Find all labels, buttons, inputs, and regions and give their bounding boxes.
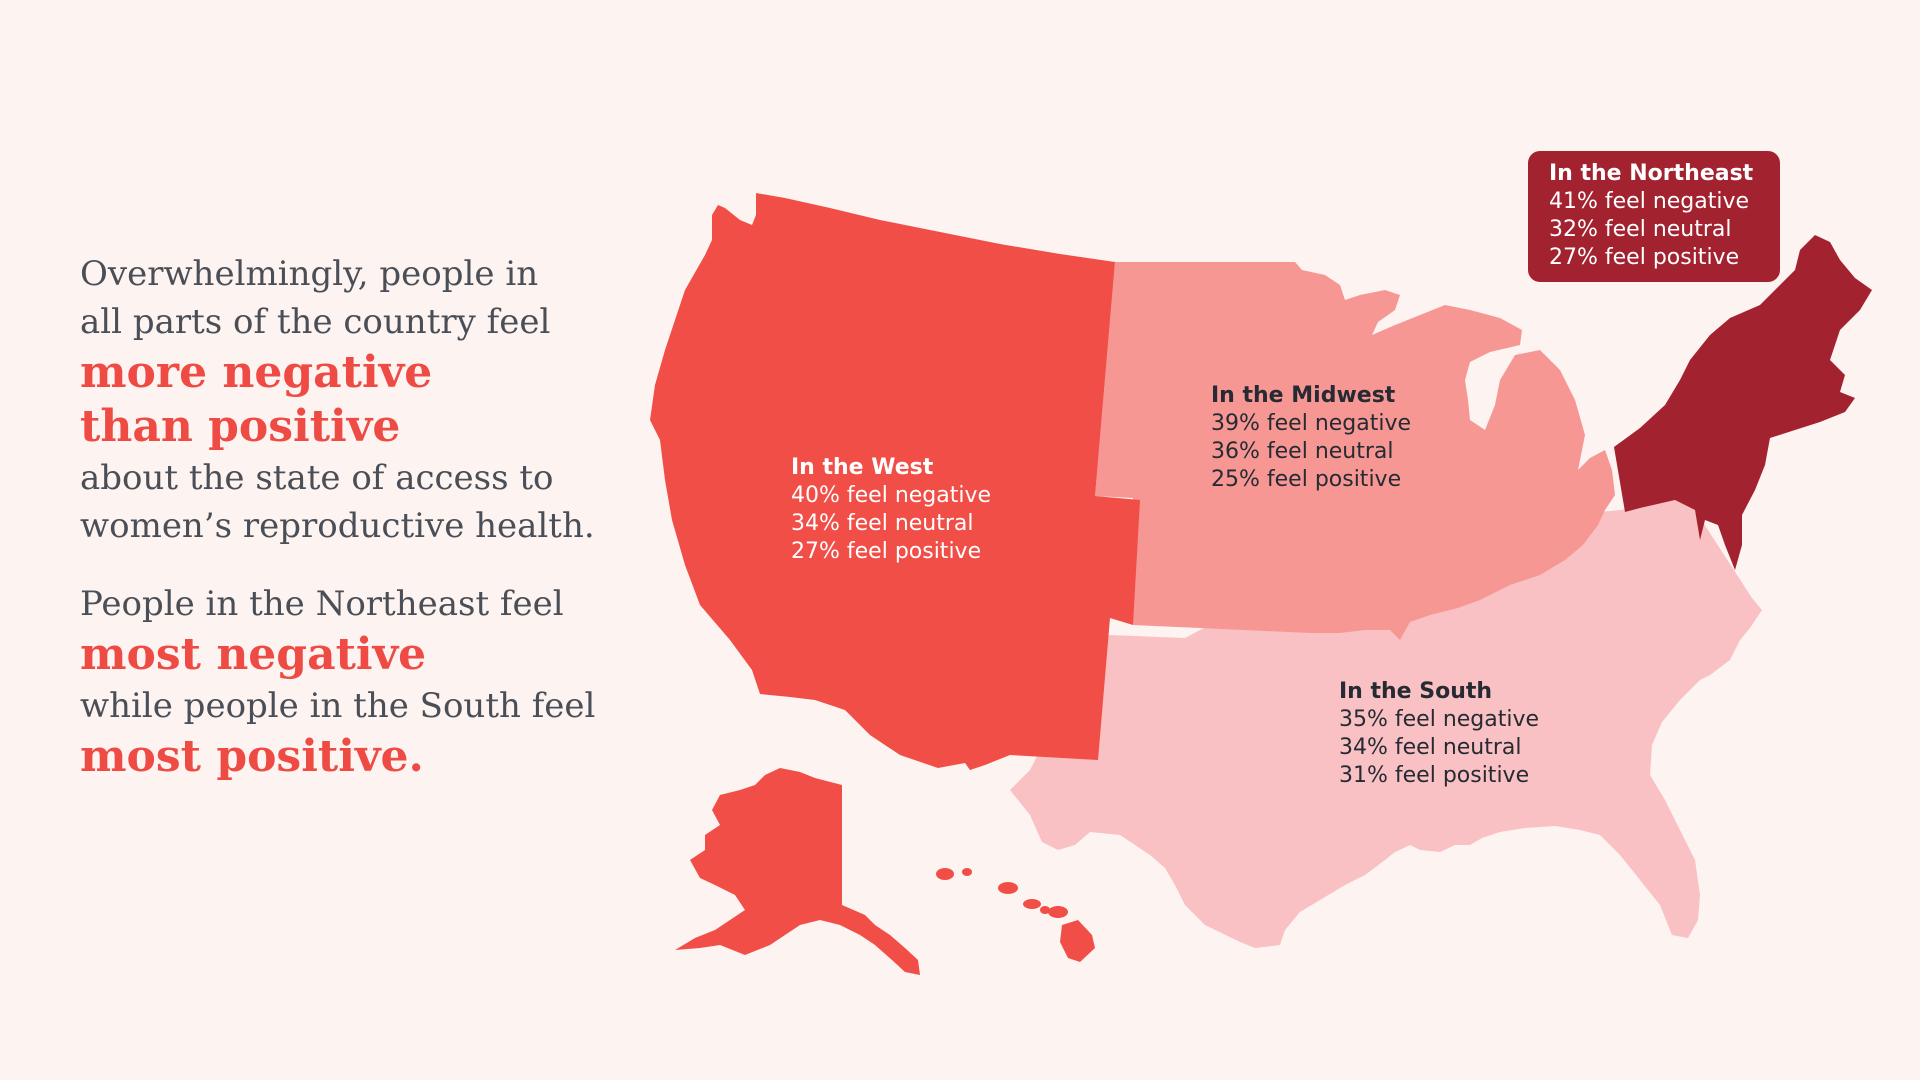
northeast-negative: 41% feel negative — [1549, 189, 1750, 214]
region-midwest — [1095, 262, 1615, 640]
west-neutral: 34% feel neutral — [791, 511, 974, 536]
midwest-neutral: 36% feel neutral — [1211, 439, 1394, 464]
south-label: In the South 35% feel negative 34% feel … — [1339, 678, 1539, 790]
midwest-positive: 25% feel positive — [1211, 467, 1402, 492]
midwest-label: In the Midwest 39% feel negative 36% fee… — [1211, 382, 1411, 494]
intro-copy: Overwhelmingly, people in all parts of t… — [80, 250, 620, 784]
south-positive: 31% feel positive — [1339, 763, 1530, 788]
region-alaska — [675, 768, 920, 975]
west-title: In the West — [791, 455, 934, 480]
subhead-emphasis-2: most positive. — [80, 731, 424, 782]
midwest-negative: 39% feel negative — [1211, 411, 1412, 436]
headline-line-4: women’s reproductive health. — [80, 506, 595, 546]
region-northeast — [1614, 235, 1872, 570]
headline-line-3: about the state of access to — [80, 458, 554, 498]
region-hawaii — [936, 868, 1095, 962]
midwest-title: In the Midwest — [1211, 383, 1396, 408]
west-negative: 40% feel negative — [791, 483, 992, 508]
headline-emphasis-2: than positive — [80, 401, 401, 452]
south-title: In the South — [1339, 679, 1493, 704]
headline-line-2: all parts of the country feel — [80, 302, 551, 342]
northeast-title: In the Northeast — [1549, 161, 1754, 186]
northeast-label: In the Northeast 41% feel negative 32% f… — [1549, 160, 1753, 272]
subhead-emphasis-1: most negative — [80, 629, 427, 680]
region-south — [1010, 500, 1762, 948]
west-label: In the West 40% feel negative 34% feel n… — [791, 454, 991, 566]
south-negative: 35% feel negative — [1339, 707, 1540, 732]
west-positive: 27% feel positive — [791, 539, 982, 564]
headline-line-1: Overwhelmingly, people in — [80, 254, 539, 294]
south-neutral: 34% feel neutral — [1339, 735, 1522, 760]
subhead-line-2: while people in the South feel — [80, 686, 596, 726]
headline-emphasis-1: more negative — [80, 347, 433, 398]
northeast-callout-box — [1528, 151, 1780, 282]
region-west — [650, 193, 1140, 770]
northeast-positive: 27% feel positive — [1549, 245, 1740, 270]
subhead-line-1: People in the Northeast feel — [80, 584, 564, 624]
northeast-neutral: 32% feel neutral — [1549, 217, 1732, 242]
